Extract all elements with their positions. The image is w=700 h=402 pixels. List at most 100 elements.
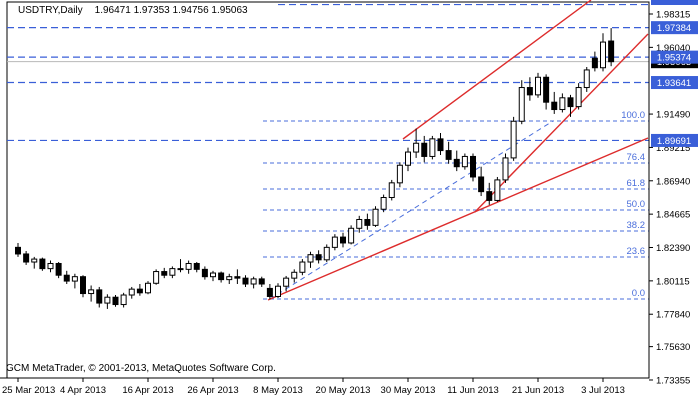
time-tick-label: 21 Jun 2013 [512, 385, 564, 396]
candle-body [575, 87, 582, 108]
candle-body [526, 87, 533, 96]
candle-body [153, 271, 160, 284]
candle-body [258, 278, 265, 285]
candle-body [421, 142, 428, 157]
time-tick-label: 20 May 2013 [316, 385, 371, 396]
candle-body [518, 87, 525, 122]
candle-body [161, 271, 168, 276]
candle-body [315, 254, 322, 261]
trendline-3[interactable] [267, 137, 649, 301]
level-price-box [651, 133, 698, 147]
candle-body [445, 150, 452, 160]
candle-body [453, 158, 460, 168]
candle-body [88, 289, 95, 295]
price-tick-label: 1.80115 [656, 276, 690, 287]
candle-body [494, 179, 501, 201]
price-tick-label: 1.89215 [656, 143, 690, 154]
candle-body [348, 227, 355, 244]
candle-body [266, 287, 273, 297]
candle-body [96, 289, 103, 304]
candle-body [177, 268, 184, 271]
fib-baseline[interactable] [269, 120, 554, 300]
level-price-box [651, 76, 698, 90]
level-price-label: 1.89691 [657, 136, 691, 147]
price-tick-label: 1.86940 [656, 176, 690, 187]
candle-body [356, 218, 363, 229]
time-tick-label: 25 Mar 2013 [2, 385, 55, 396]
candle-body [437, 138, 444, 152]
candle-body [388, 182, 395, 199]
candle-body [331, 236, 338, 248]
candle-body [502, 157, 509, 181]
candle-body [299, 261, 306, 273]
trendline-1[interactable] [402, 0, 592, 140]
fib-level-label-76.4: 76.4 [627, 152, 646, 163]
candle-body [63, 274, 70, 282]
time-tick-label: 30 May 2013 [381, 385, 436, 396]
candle-body [226, 276, 233, 281]
candle-body [250, 278, 257, 285]
fib-level-label-61.8: 61.8 [627, 178, 646, 189]
candle-body [201, 268, 208, 278]
candle-body [600, 41, 606, 69]
fib-level-label-100.0: 100.0 [621, 110, 645, 121]
candle-body [591, 57, 598, 69]
candle-body [583, 69, 590, 89]
price-tick-label: 1.82390 [656, 243, 690, 254]
candle-body [340, 236, 346, 244]
candle-body [364, 218, 371, 226]
time-tick-label: 3 Jul 2013 [581, 385, 625, 396]
fib-level-label-50.0: 50.0 [627, 199, 646, 210]
candle-body [429, 138, 436, 157]
candle-body [120, 294, 127, 306]
candle-body [478, 176, 485, 193]
time-tick-label: 26 Apr 2013 [187, 385, 238, 396]
candle-body [486, 191, 493, 201]
candle-body [185, 262, 192, 270]
candle-body [380, 197, 387, 210]
candle-body [543, 76, 550, 103]
price-tick-label: 1.98315 [656, 10, 690, 21]
candle-body [47, 262, 54, 270]
candle-body [145, 282, 151, 294]
candle-body [55, 262, 62, 276]
candle-body [234, 276, 241, 279]
time-tick-label: 16 Apr 2013 [122, 385, 173, 396]
candle-body [307, 254, 314, 263]
candle-body [535, 76, 541, 96]
candle-body [193, 262, 200, 270]
time-tick-label: 8 May 2013 [253, 385, 303, 396]
price-tick-label: 1.77840 [656, 310, 690, 321]
price-tick-label: 1.73355 [656, 375, 690, 386]
candle-body [405, 151, 411, 166]
level-price-label: 1.93641 [657, 78, 691, 89]
fib-level-label-0.0: 0.0 [632, 288, 645, 299]
candle-body [559, 97, 566, 111]
candle-body [218, 272, 225, 281]
candle-body [210, 272, 216, 278]
candle-body [71, 276, 78, 282]
candle-body [413, 142, 420, 153]
candle-body [567, 97, 574, 108]
candle-body [39, 258, 46, 270]
candle-body [283, 277, 290, 287]
clipped-level-price-box [651, 0, 698, 5]
candle-body [608, 40, 615, 63]
candle-body [169, 268, 176, 276]
time-tick-label: 11 Jun 2013 [447, 385, 499, 396]
candle-body [396, 164, 403, 184]
trendline-2[interactable] [474, 33, 649, 213]
level-price-box [651, 50, 698, 64]
symbol-period-label: USDTRY,Daily [18, 5, 83, 16]
candle-body [23, 253, 30, 263]
fib-level-label-38.2: 38.2 [627, 220, 646, 231]
level-price-label: 1.95374 [657, 53, 691, 64]
candle-body [275, 285, 281, 297]
plot-border [6, 1, 650, 379]
ohlc-quote-values: 1.96471 1.97353 1.94756 1.95063 [94, 5, 248, 16]
level-price-label: 1.97384 [657, 23, 691, 34]
candle-body [470, 155, 476, 178]
time-tick-label: 4 Apr 2013 [60, 385, 106, 396]
